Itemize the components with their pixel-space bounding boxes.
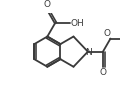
Text: OH: OH [71, 19, 84, 28]
Text: O: O [44, 0, 51, 9]
Text: N: N [85, 48, 92, 57]
Text: O: O [99, 68, 106, 77]
Text: O: O [103, 29, 110, 38]
